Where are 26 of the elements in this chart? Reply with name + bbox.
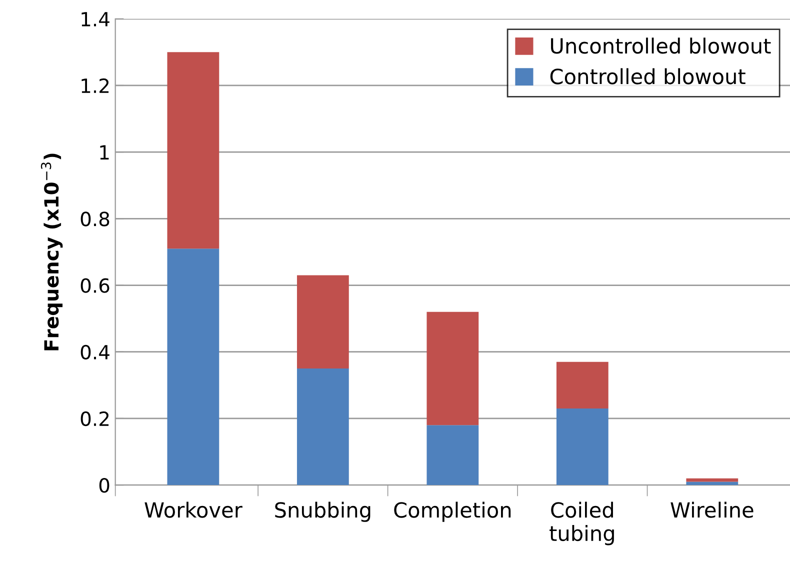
legend-label: Uncontrolled blowout bbox=[551, 38, 771, 54]
y-tick-label: 0.8 bbox=[80, 212, 110, 226]
y-tick-label: 0.4 bbox=[80, 344, 110, 360]
y-tick-label: 0.2 bbox=[80, 411, 109, 426]
bar bbox=[296, 275, 349, 369]
bar bbox=[556, 362, 608, 408]
bar bbox=[686, 478, 738, 482]
y-axis-title: Frequency (x10$^{−3}$) bbox=[40, 154, 63, 350]
bar bbox=[426, 312, 479, 426]
x-tick-label: Workover bbox=[144, 502, 242, 518]
bar bbox=[296, 368, 349, 486]
x-tick-label: Completion bbox=[394, 502, 511, 522]
y-tick-label: 0 bbox=[99, 478, 110, 493]
x-tick-label: Coiled tubing bbox=[550, 502, 614, 546]
bar bbox=[556, 408, 608, 486]
y-tick-label: 0.6 bbox=[80, 278, 110, 293]
y-tick-label: 1.4 bbox=[82, 12, 110, 26]
bar bbox=[686, 482, 738, 486]
bar bbox=[167, 248, 220, 486]
y-tick-label: 1 bbox=[100, 145, 109, 160]
y-tick-label: 1.2 bbox=[82, 78, 109, 93]
bar bbox=[167, 52, 220, 249]
x-tick-label: Snubbing bbox=[275, 502, 370, 522]
x-tick-label: Wireline bbox=[670, 502, 754, 518]
legend-label: Controlled blowout bbox=[550, 68, 746, 84]
bar bbox=[426, 425, 479, 486]
